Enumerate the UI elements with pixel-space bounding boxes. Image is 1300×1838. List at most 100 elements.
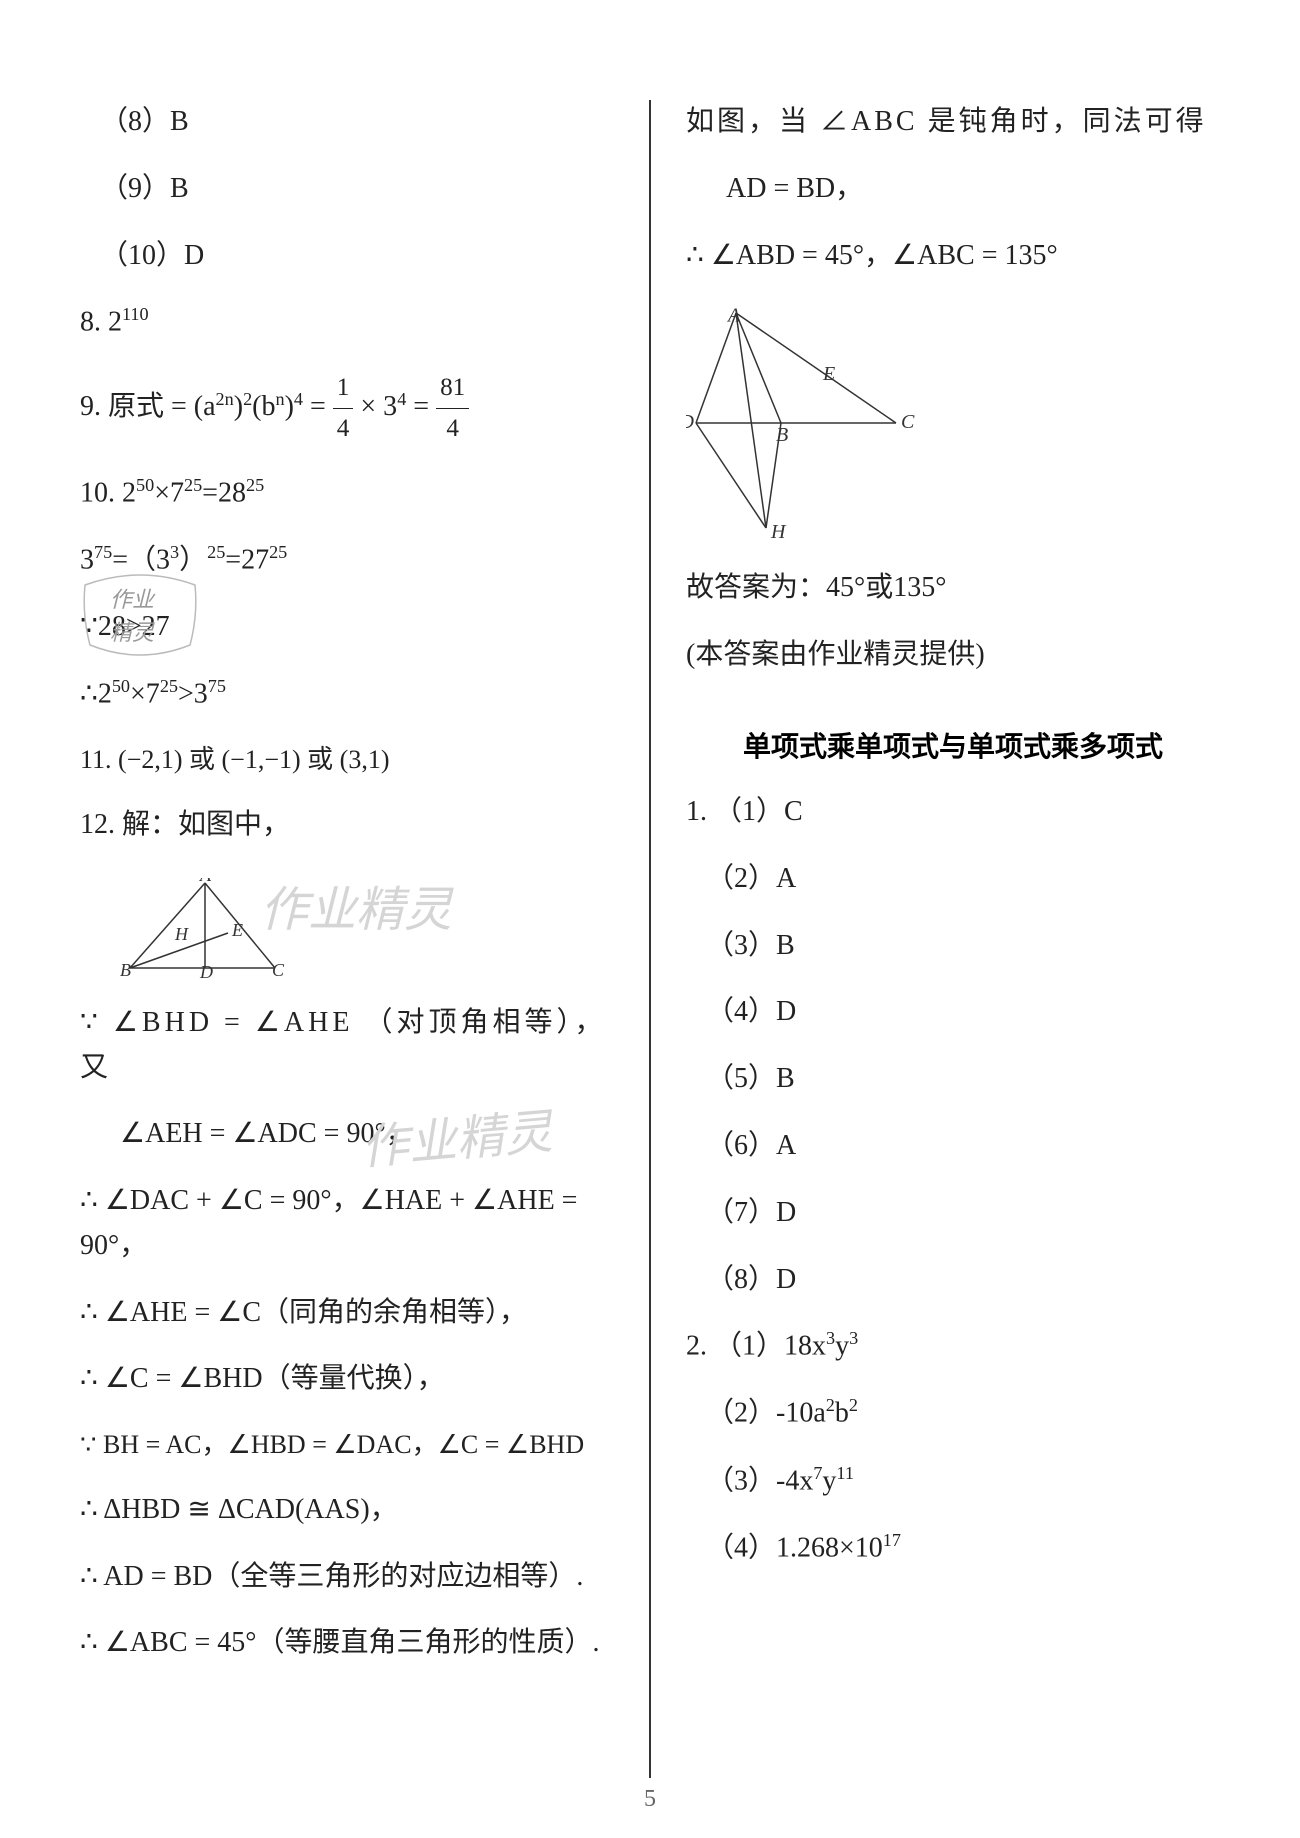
q9-e2: 2: [243, 388, 252, 408]
b2-p: （2）-10a: [706, 1398, 826, 1429]
p1: ∵ ∠BHD = ∠AHE （对顶角相等），又: [80, 1001, 614, 1091]
q9-e1: 2n: [216, 388, 234, 408]
q10b-eq: =27: [225, 545, 269, 576]
b1-m: y: [835, 1331, 849, 1362]
b1-p: 2. （1）18x: [686, 1331, 826, 1362]
q9-m1: ): [234, 391, 243, 422]
stamp-text-2: 精灵: [110, 615, 154, 647]
fig2-B: B: [776, 424, 788, 446]
b1-s2: 3: [849, 1328, 858, 1348]
q10a-m: ×7: [154, 477, 184, 508]
q10d-m: ×7: [130, 679, 160, 710]
ans-8: （8）B: [80, 100, 614, 145]
fig1-H: H: [174, 924, 189, 944]
q10d: ∴250×725>375: [80, 672, 614, 717]
fig2-C: C: [901, 411, 915, 433]
r5: (本答案由作业精灵提供): [686, 633, 1220, 678]
b2-s1: 2: [826, 1395, 835, 1415]
q9-t: × 3: [353, 391, 397, 422]
p5: ∴ ∠C = ∠BHD（等量代换），: [80, 1357, 614, 1402]
a6: （6）A: [686, 1124, 1220, 1169]
b4-p: （4）1.268×10: [706, 1532, 883, 1563]
p3: ∴ ∠DAC + ∠C = 90°，∠HAE + ∠AHE = 90°，: [80, 1179, 614, 1269]
r4: 故答案为：45°或135°: [686, 566, 1220, 611]
q9-e5: 4: [397, 388, 406, 408]
b4: （4）1.268×1017: [686, 1526, 1220, 1571]
a8: （8）D: [686, 1258, 1220, 1303]
p7: ∴ ΔHBD ≅ ΔCAD(AAS)，: [80, 1488, 614, 1533]
q9-e3: n: [275, 388, 284, 408]
p9: ∴ ∠ABC = 45°（等腰直角三角形的性质）.: [80, 1621, 614, 1666]
q9-p1: 9. 原式 = (a: [80, 391, 216, 422]
q9-f1d: 4: [333, 409, 354, 449]
figure-2: A D B C E H: [686, 308, 1220, 548]
right-column: 如图，当 ∠ABC 是钝角时，同法可得 AD = BD， ∴ ∠ABD = 45…: [656, 100, 1220, 1778]
p2: ∠AEH = ∠ADC = 90°，: [80, 1112, 614, 1157]
q10a-eq: =28: [202, 477, 246, 508]
q10b-s2: 3: [170, 542, 179, 562]
a4: （4）D: [686, 990, 1220, 1035]
r1: 如图，当 ∠ABC 是钝角时，同法可得: [686, 100, 1220, 145]
r3: ∴ ∠ABD = 45°，∠ABC = 135°: [686, 234, 1220, 279]
b3-p: （3）-4x: [706, 1465, 813, 1496]
q10a-s2: 25: [184, 475, 202, 495]
fig2-E: E: [822, 363, 835, 385]
q10d-gt: >3: [178, 679, 208, 710]
ans-10: （10）D: [80, 234, 614, 279]
b1-s1: 3: [826, 1328, 835, 1348]
p4: ∴ ∠AHE = ∠C（同角的余角相等），: [80, 1291, 614, 1336]
fig2-D: D: [686, 411, 695, 433]
q10d-s1: 50: [112, 676, 130, 696]
q10a: 10. 250×725=2825: [80, 471, 614, 516]
q9-m3: ): [285, 391, 294, 422]
q9-e4: 4: [294, 388, 303, 408]
b2-s2: 2: [849, 1395, 858, 1415]
b3-m: y: [822, 1465, 836, 1496]
a3: （3）B: [686, 924, 1220, 969]
q8-sup: 110: [122, 304, 149, 324]
stamp-text-1: 作业: [110, 582, 154, 614]
fig2-H: H: [770, 521, 787, 543]
fig1-E: E: [231, 920, 243, 940]
a1: 1. （1）C: [686, 790, 1220, 835]
q9: 9. 原式 = (a2n)2(bn)4 = 14 × 34 = 814: [80, 368, 614, 450]
p8: ∴ AD = BD（全等三角形的对应边相等）.: [80, 1555, 614, 1600]
b2-m: b: [835, 1398, 849, 1429]
q9-eq2: =: [406, 391, 436, 422]
page-number: 5: [644, 1786, 656, 1813]
q10b-s1: 75: [94, 542, 112, 562]
fig1-D: D: [199, 962, 213, 978]
q10d-s2: 25: [160, 676, 178, 696]
b1: 2. （1）18x3y3: [686, 1324, 1220, 1369]
b3: （3）-4x7y11: [686, 1459, 1220, 1504]
b4-s1: 17: [883, 1530, 901, 1550]
b2: （2）-10a2b2: [686, 1391, 1220, 1436]
q10d-s3: 75: [208, 676, 226, 696]
q8: 8. 2110: [80, 300, 614, 345]
q10b-s4: 25: [269, 542, 287, 562]
q9-f2d: 4: [436, 409, 469, 449]
ans-9: （9）B: [80, 167, 614, 212]
fig1-C: C: [272, 960, 285, 978]
fig1-B: B: [120, 960, 131, 978]
q12: 12. 解：如图中，: [80, 803, 614, 848]
q9-f1n: 1: [333, 368, 354, 409]
section-title: 单项式乘单项式与单项式乘多项式: [686, 725, 1220, 765]
b3-s2: 11: [836, 1463, 854, 1483]
q10a-s1: 50: [136, 475, 154, 495]
fig1-A: A: [199, 878, 212, 885]
left-column: （8）B （9）B （10）D 8. 2110 9. 原式 = (a2n)2(b…: [80, 100, 644, 1778]
q8-text: 8. 2: [80, 307, 122, 338]
a7: （7）D: [686, 1191, 1220, 1236]
q9-m2: (b: [252, 391, 275, 422]
q9-f2n: 81: [436, 368, 469, 409]
a5: （5）B: [686, 1057, 1220, 1102]
a2: （2）A: [686, 857, 1220, 902]
q10a-s3: 25: [246, 475, 264, 495]
stamp-watermark: 作业 精灵: [80, 570, 200, 660]
r2: AD = BD，: [686, 167, 1220, 212]
p6: ∵ BH = AC，∠HBD = ∠DAC，∠C = ∠BHD: [80, 1424, 614, 1466]
q10a-p: 10. 2: [80, 477, 136, 508]
figure-1: A B C D H E: [80, 878, 614, 983]
column-divider: [649, 100, 651, 1778]
